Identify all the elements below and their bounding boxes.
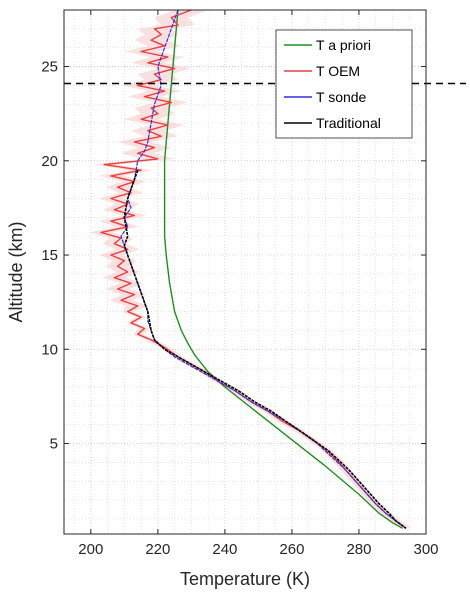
series-line-t-a-priori: [163, 10, 403, 529]
plot-frame: [63, 9, 427, 535]
x-tick-label: 220: [145, 541, 170, 558]
series-line-traditional: [123, 169, 407, 529]
axis-ticks: [64, 10, 427, 534]
x-axis-label: Temperature (K): [180, 569, 310, 589]
x-tick-label: 260: [279, 541, 304, 558]
legend-label: Traditional: [316, 115, 381, 131]
x-tick-label: 280: [346, 541, 371, 558]
legend-label: T OEM: [316, 63, 360, 79]
y-tick-label: 10: [41, 341, 58, 358]
legend: T a priori T OEM T sonde Traditional: [275, 29, 413, 139]
y-axis-label: Altitude (km): [6, 221, 26, 322]
tick-labels: 200 220 240 260 280 300 5 10 15 20 25: [41, 59, 438, 558]
legend-box: [275, 29, 413, 139]
x-tick-label: 240: [212, 541, 237, 558]
y-tick-label: 5: [50, 436, 58, 453]
series-line-t-sonde: [120, 10, 407, 529]
x-tick-label: 300: [413, 541, 438, 558]
y-tick-label: 15: [41, 247, 58, 264]
x-tick-label: 200: [78, 541, 103, 558]
y-tick-label: 25: [41, 59, 58, 76]
legend-label: T a priori: [316, 37, 371, 53]
legend-label: T sonde: [316, 89, 367, 105]
series-lines: [100, 10, 407, 529]
y-tick-label: 20: [41, 153, 58, 170]
